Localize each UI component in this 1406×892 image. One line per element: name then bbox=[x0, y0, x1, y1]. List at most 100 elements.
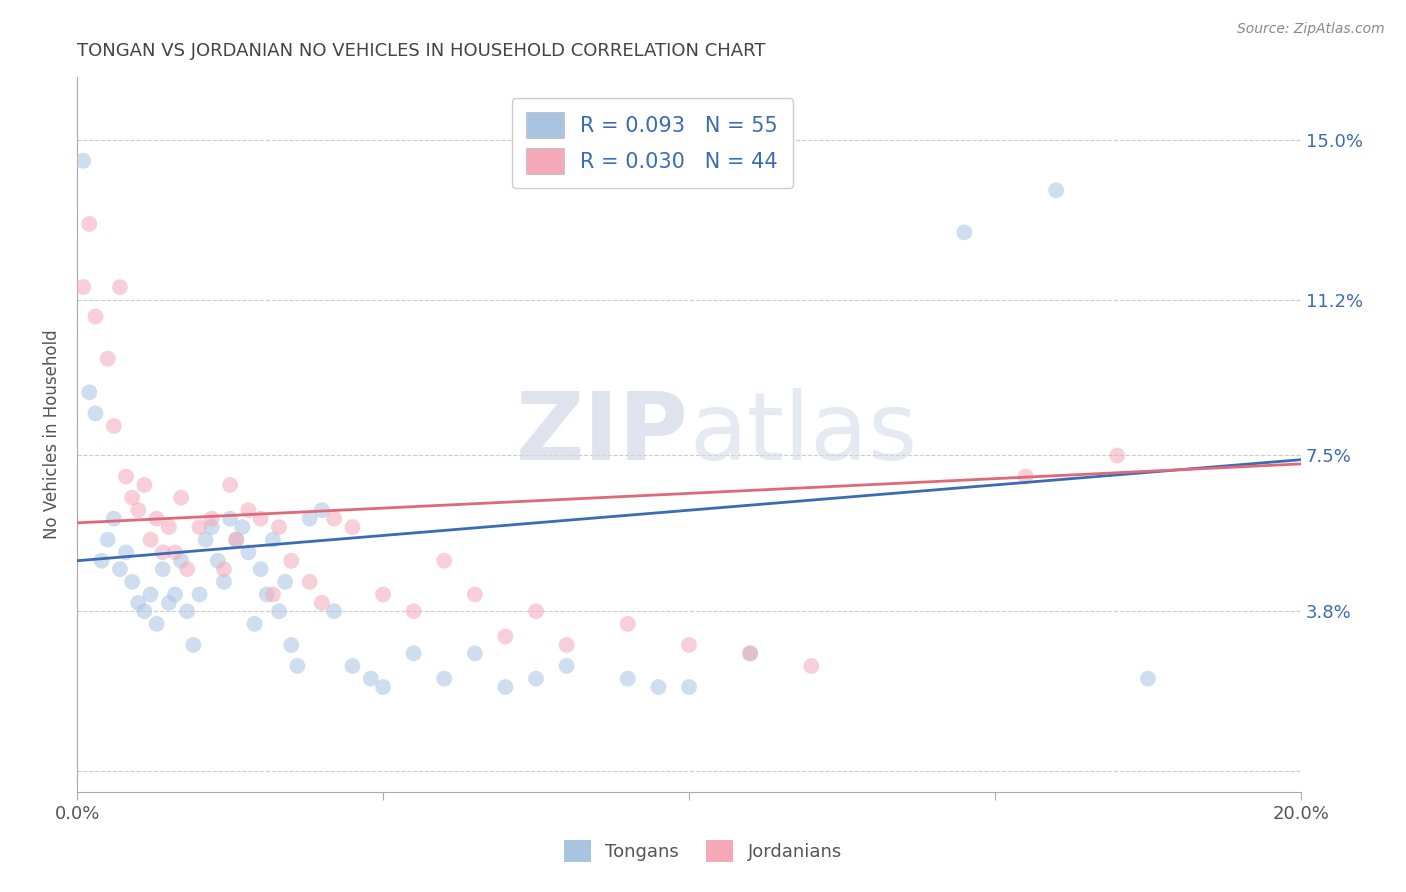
Point bbox=[121, 574, 143, 589]
Point bbox=[238, 503, 260, 517]
Point bbox=[433, 672, 456, 686]
Point bbox=[298, 574, 321, 589]
Point bbox=[249, 511, 271, 525]
Point bbox=[134, 604, 156, 618]
Point bbox=[152, 562, 174, 576]
Point bbox=[176, 604, 198, 618]
Point bbox=[170, 491, 193, 505]
Point bbox=[90, 554, 112, 568]
Point bbox=[108, 280, 131, 294]
Point bbox=[311, 503, 333, 517]
Legend: Tongans, Jordanians: Tongans, Jordanians bbox=[557, 833, 849, 870]
Point bbox=[145, 616, 167, 631]
Point bbox=[79, 385, 101, 400]
Point bbox=[267, 604, 290, 618]
Point bbox=[201, 511, 224, 525]
Point bbox=[115, 469, 138, 483]
Point bbox=[524, 672, 547, 686]
Point bbox=[342, 520, 364, 534]
Point bbox=[188, 520, 211, 534]
Point bbox=[157, 520, 180, 534]
Point bbox=[84, 406, 107, 420]
Point bbox=[311, 596, 333, 610]
Point bbox=[176, 562, 198, 576]
Point bbox=[1107, 449, 1129, 463]
Point bbox=[225, 533, 247, 547]
Point bbox=[280, 638, 302, 652]
Point bbox=[207, 554, 229, 568]
Point bbox=[494, 630, 516, 644]
Point bbox=[243, 616, 266, 631]
Point bbox=[678, 680, 700, 694]
Point bbox=[72, 280, 94, 294]
Legend: R = 0.093   N = 55, R = 0.030   N = 44: R = 0.093 N = 55, R = 0.030 N = 44 bbox=[512, 98, 793, 188]
Point bbox=[157, 596, 180, 610]
Point bbox=[212, 574, 235, 589]
Point bbox=[678, 638, 700, 652]
Point bbox=[274, 574, 297, 589]
Point bbox=[287, 659, 309, 673]
Point bbox=[238, 545, 260, 559]
Point bbox=[219, 511, 242, 525]
Point bbox=[152, 545, 174, 559]
Point bbox=[84, 310, 107, 324]
Point bbox=[219, 478, 242, 492]
Point bbox=[323, 604, 346, 618]
Point bbox=[79, 217, 101, 231]
Y-axis label: No Vehicles in Household: No Vehicles in Household bbox=[44, 330, 60, 540]
Point bbox=[555, 659, 578, 673]
Point bbox=[360, 672, 382, 686]
Point bbox=[262, 533, 284, 547]
Point bbox=[371, 680, 394, 694]
Point bbox=[371, 587, 394, 601]
Text: TONGAN VS JORDANIAN NO VEHICLES IN HOUSEHOLD CORRELATION CHART: TONGAN VS JORDANIAN NO VEHICLES IN HOUSE… bbox=[77, 42, 766, 60]
Point bbox=[1014, 469, 1036, 483]
Point bbox=[145, 511, 167, 525]
Point bbox=[280, 554, 302, 568]
Point bbox=[617, 672, 640, 686]
Point bbox=[402, 604, 425, 618]
Point bbox=[127, 596, 149, 610]
Point bbox=[740, 646, 762, 660]
Point bbox=[97, 351, 120, 366]
Point bbox=[464, 646, 486, 660]
Text: ZIP: ZIP bbox=[516, 388, 689, 481]
Point bbox=[103, 511, 125, 525]
Point bbox=[298, 511, 321, 525]
Point bbox=[115, 545, 138, 559]
Point bbox=[170, 554, 193, 568]
Point bbox=[225, 533, 247, 547]
Point bbox=[103, 419, 125, 434]
Point bbox=[800, 659, 823, 673]
Point bbox=[617, 616, 640, 631]
Point bbox=[524, 604, 547, 618]
Text: Source: ZipAtlas.com: Source: ZipAtlas.com bbox=[1237, 22, 1385, 37]
Point bbox=[194, 533, 217, 547]
Point bbox=[183, 638, 205, 652]
Point bbox=[1136, 672, 1159, 686]
Point bbox=[127, 503, 149, 517]
Point bbox=[647, 680, 669, 694]
Point bbox=[188, 587, 211, 601]
Point bbox=[163, 587, 186, 601]
Point bbox=[402, 646, 425, 660]
Point bbox=[740, 646, 762, 660]
Point bbox=[1045, 183, 1067, 197]
Point bbox=[433, 554, 456, 568]
Point bbox=[72, 153, 94, 168]
Point bbox=[262, 587, 284, 601]
Point bbox=[231, 520, 253, 534]
Point bbox=[555, 638, 578, 652]
Point bbox=[342, 659, 364, 673]
Point bbox=[323, 511, 346, 525]
Text: atlas: atlas bbox=[689, 388, 917, 481]
Point bbox=[201, 520, 224, 534]
Point bbox=[212, 562, 235, 576]
Point bbox=[256, 587, 278, 601]
Point bbox=[163, 545, 186, 559]
Point bbox=[134, 478, 156, 492]
Point bbox=[249, 562, 271, 576]
Point bbox=[494, 680, 516, 694]
Point bbox=[464, 587, 486, 601]
Point bbox=[108, 562, 131, 576]
